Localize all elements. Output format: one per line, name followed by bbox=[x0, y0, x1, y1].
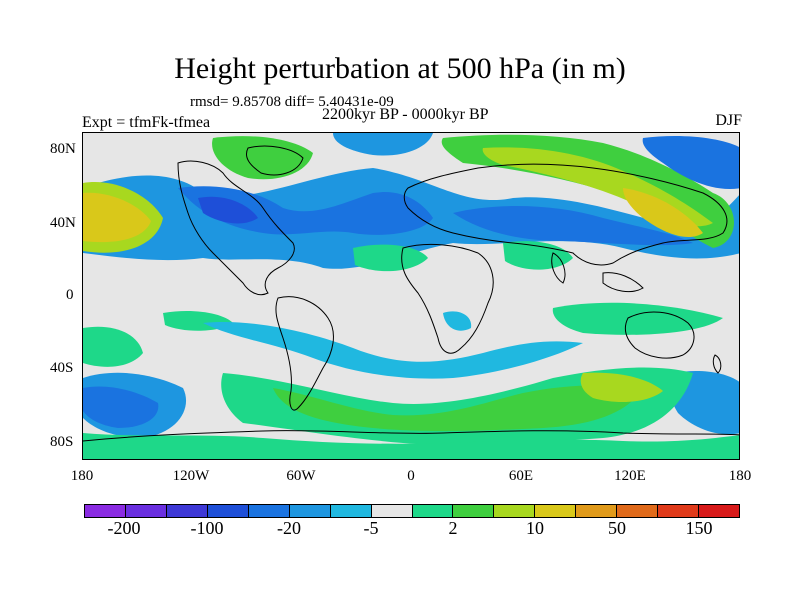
contour-patch-safrica-blue bbox=[443, 311, 472, 331]
colorbar-swatch bbox=[248, 505, 290, 517]
colorbar-swatch bbox=[330, 505, 372, 517]
coastline-eurasia bbox=[403, 163, 728, 266]
map-panel bbox=[82, 132, 740, 460]
experiment-label: Expt = tfmFk-tfmea bbox=[82, 114, 211, 131]
contour-anomaly-asia-yellow bbox=[623, 188, 703, 238]
colorbar-label: -20 bbox=[277, 518, 301, 538]
lat-tick-40s: 40S bbox=[50, 360, 74, 376]
coastline-se-asia bbox=[602, 272, 644, 293]
lat-tick-40n: 40N bbox=[50, 215, 76, 231]
coastlines bbox=[83, 145, 739, 442]
contour-patch-spacific-green bbox=[83, 326, 143, 367]
coastline-north-america bbox=[177, 160, 295, 296]
lon-tick-180w: 180 bbox=[70, 468, 94, 484]
contour-band-south-sw-deepblue bbox=[83, 386, 159, 428]
contour-belt-south-yellow bbox=[580, 372, 663, 403]
colorbar-swatch bbox=[85, 505, 126, 517]
contour-anomaly-kamchatka-blue bbox=[642, 136, 739, 189]
contour-band-north-deepblue-2 bbox=[453, 206, 693, 246]
coastline-india bbox=[551, 252, 566, 284]
lon-tick-60e: 60E bbox=[508, 468, 534, 484]
colorbar-label: -5 bbox=[363, 518, 379, 538]
colorbar-label: 2 bbox=[448, 518, 458, 538]
colorbar-swatch bbox=[125, 505, 167, 517]
colorbar bbox=[84, 504, 740, 518]
contour-anomaly-arctic-blue bbox=[333, 133, 433, 156]
contour-patch-indian-green bbox=[552, 302, 723, 335]
colorbar-swatch bbox=[617, 505, 659, 517]
contour-band-antarctic-green bbox=[83, 433, 739, 459]
contour-patch-africa-green bbox=[503, 241, 573, 270]
stats-text: rmsd= 9.85708 diff= 5.40431e-09 bbox=[190, 94, 394, 110]
colorbar-swatch bbox=[207, 505, 249, 517]
colorbar-label: -100 bbox=[190, 518, 224, 538]
colorbar-label: 10 bbox=[526, 518, 544, 538]
contour-anomaly-npacific-yellow bbox=[83, 192, 151, 243]
coastline-south-america bbox=[275, 296, 334, 411]
coastline-africa bbox=[401, 243, 494, 354]
colorbar-swatch bbox=[535, 505, 577, 517]
colorbar-swatch bbox=[494, 505, 536, 517]
coastline-australia bbox=[624, 311, 695, 359]
plot-title: Height perturbation at 500 hPa (in m) bbox=[174, 52, 626, 85]
lat-tick-80n: 80N bbox=[50, 141, 76, 157]
period-text: 2200kyr BP - 0000kyr BP bbox=[322, 106, 489, 123]
colorbar-swatch bbox=[453, 505, 495, 517]
season-label: DJF bbox=[715, 112, 742, 129]
colorbar-swatch bbox=[371, 505, 413, 517]
contour-anomaly-greenland-green bbox=[212, 136, 313, 180]
lon-tick-180e: 180 bbox=[728, 468, 752, 484]
contour-patch-atlantic-green bbox=[353, 244, 428, 272]
coastline-greenland bbox=[246, 145, 304, 176]
colorbar-swatch bbox=[658, 505, 700, 517]
contour-belt-south-lime bbox=[273, 385, 643, 432]
lon-tick-0: 0 bbox=[407, 468, 415, 484]
colorbar-label: 150 bbox=[685, 518, 713, 538]
lon-tick-60w: 60W bbox=[286, 468, 316, 484]
colorbar-label: 50 bbox=[608, 518, 626, 538]
colorbar-swatch bbox=[699, 505, 739, 517]
contour-map bbox=[83, 133, 739, 459]
coastline-antarctica bbox=[83, 430, 739, 442]
coastline-new-zealand bbox=[712, 354, 722, 374]
lat-tick-80s: 80S bbox=[50, 434, 74, 450]
lon-tick-120w: 120W bbox=[172, 468, 210, 484]
contour-core-north-darkblue bbox=[198, 196, 258, 224]
colorbar-swatch bbox=[412, 505, 454, 517]
contour-band-south-blue bbox=[203, 322, 583, 379]
lon-tick-120e: 120E bbox=[614, 468, 646, 484]
colorbar-swatch bbox=[576, 505, 618, 517]
colorbar-swatch bbox=[166, 505, 208, 517]
lat-tick-0: 0 bbox=[66, 287, 74, 303]
colorbar-swatch bbox=[289, 505, 331, 517]
colorbar-label: -200 bbox=[107, 518, 141, 538]
